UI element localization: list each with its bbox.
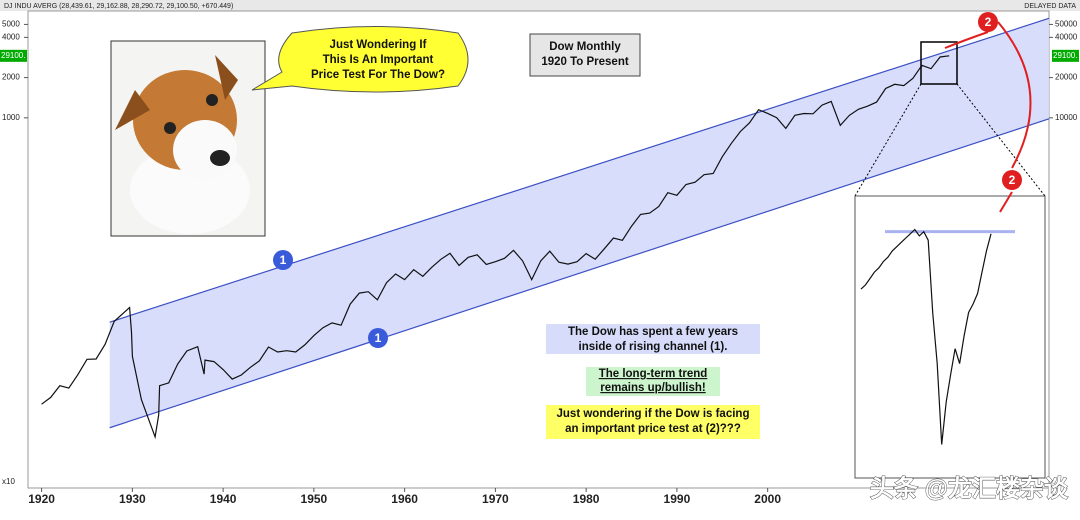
x-tick-label: 1920	[28, 492, 55, 506]
x-tick-label: 1960	[391, 492, 418, 506]
annotation-text: remains up/bullish!	[600, 382, 705, 394]
price-tag-label: 29100.	[1, 51, 25, 60]
price-tag	[1052, 49, 1079, 62]
arrow	[999, 191, 1013, 213]
chart-title: Dow Monthly	[549, 41, 621, 53]
y-tick-label: 10000	[1055, 113, 1078, 122]
header-symbol: DJ INDU AVERG (28,439.61, 29,162.88, 28,…	[4, 3, 233, 10]
y-tick-label: 50000	[1055, 20, 1078, 29]
dog-muzzle	[173, 120, 237, 180]
channel-fill	[109, 18, 1050, 428]
annotation-text: The long-term trend	[599, 368, 708, 380]
x-tick-label: 1980	[573, 492, 600, 506]
x-tick-label: 1970	[482, 492, 509, 506]
inset-frame	[854, 195, 1046, 479]
marker-label: 1	[375, 331, 382, 345]
y2-tick-label: 5000	[2, 20, 20, 29]
channel-line	[109, 118, 1050, 429]
marker-label: 2	[1009, 173, 1016, 187]
y-tick-label: 40000	[1055, 32, 1078, 41]
marker-circle	[273, 250, 293, 270]
annotation-text: Just Wondering If	[330, 39, 427, 51]
dog-nose	[210, 150, 230, 166]
note-box	[546, 324, 760, 354]
x-tick-label: 1950	[301, 492, 328, 506]
price-tag-label: 29100.	[1053, 51, 1077, 60]
x-tick-label: 1930	[119, 492, 146, 506]
y2-tick-label: 4000	[2, 32, 20, 41]
watermark: 头条 @龙汇楼杂谈	[870, 475, 1069, 502]
plot-frame	[27, 10, 1050, 489]
annotation-text: This Is An Important	[323, 54, 434, 66]
dog-eye	[206, 94, 218, 106]
y-tick-label: 20000	[1055, 73, 1078, 82]
x-tick-label: 1990	[664, 492, 691, 506]
dog-ear	[115, 90, 150, 130]
zoom-connector	[854, 83, 922, 197]
marker-label: 1	[280, 253, 287, 267]
marker-circle	[368, 328, 388, 348]
note-box	[546, 405, 760, 439]
zoom-box	[920, 41, 958, 85]
annotation-text: Price Test For The Dow?	[311, 69, 445, 81]
channel-line	[109, 17, 1050, 323]
y2-tick-label: 1000	[2, 113, 20, 122]
arrow	[997, 21, 1032, 169]
price-tag	[0, 49, 27, 62]
dog-eye	[164, 122, 176, 134]
dog-ear	[215, 55, 238, 100]
x-tick-label: 1940	[210, 492, 237, 506]
marker-circle	[1002, 170, 1022, 190]
inset-line	[860, 228, 992, 445]
header-status: DELAYED DATA	[1024, 3, 1076, 10]
price-line	[41, 55, 950, 440]
y2-tick-label: 2000	[2, 73, 20, 82]
marker-label: 2	[985, 15, 992, 29]
x-tick-label: 2000	[754, 492, 781, 506]
speech-bubble	[251, 26, 469, 93]
header-bar	[0, 0, 1080, 11]
annotation-text: an important price test at (2)???	[565, 423, 741, 435]
annotation-text: The Dow has spent a few years	[568, 326, 738, 338]
marker-circle	[978, 12, 998, 32]
chart-subtitle: 1920 To Present	[541, 56, 629, 68]
annotation-text: Just wondering if the Dow is facing	[557, 408, 750, 420]
scale-note: x10	[2, 477, 15, 486]
arrow	[944, 31, 989, 49]
annotation-text: inside of rising channel (1).	[579, 341, 728, 353]
note-box	[586, 367, 720, 396]
title-box	[529, 33, 641, 77]
dog-photo	[110, 40, 266, 237]
